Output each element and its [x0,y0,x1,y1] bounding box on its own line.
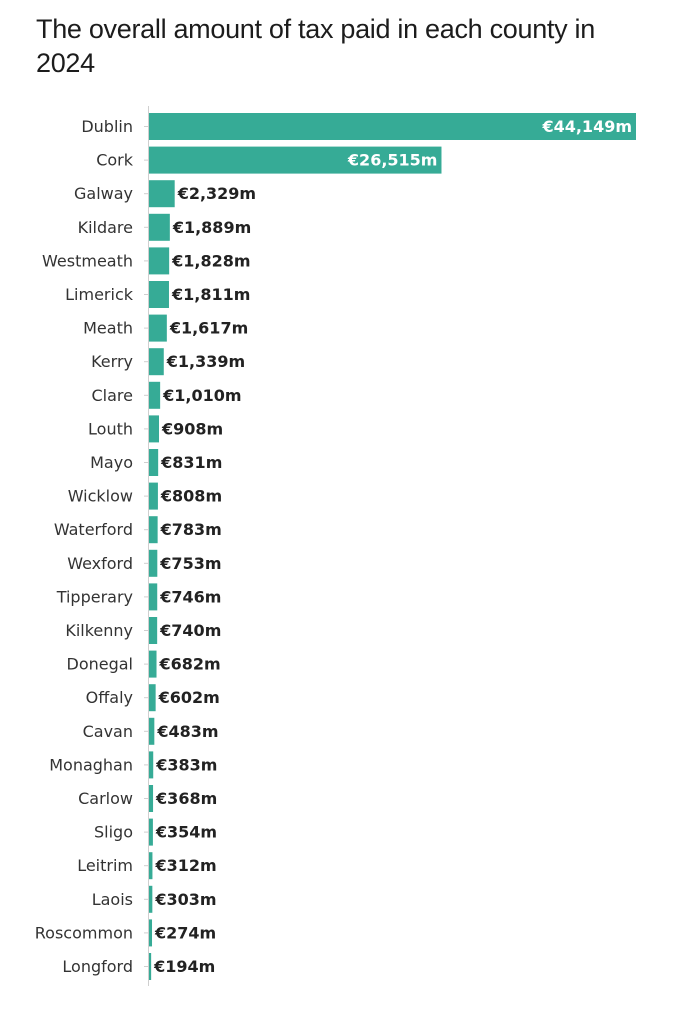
value-label: €1,889m [172,218,251,237]
category-label: Meath [83,319,133,338]
value-label: €26,515m [347,151,438,170]
bar [149,247,170,275]
bar [149,113,636,140]
bar [149,684,156,712]
category-label: Galway [74,184,133,203]
value-label: €1,339m [166,352,245,371]
category-label: Laois [92,890,133,909]
bar [149,785,154,812]
category-label: Cork [96,151,134,170]
category-label: Sligo [94,823,133,842]
value-label: €831m [160,453,222,472]
category-label: Wexford [67,554,133,573]
value-label: €2,329m [177,184,256,203]
category-label: Dublin [81,117,133,136]
value-label: €1,811m [171,285,250,304]
bar [149,180,175,208]
value-label: €1,010m [162,386,241,405]
category-label: Cavan [83,722,133,741]
value-label: €783m [160,520,222,539]
category-label: Carlow [78,789,133,808]
value-label: €1,617m [169,319,248,338]
bar [149,549,158,577]
value-label: €483m [156,722,218,741]
bar [149,516,158,544]
category-label: Kildare [78,218,133,237]
category-label: Westmeath [42,251,133,270]
bar [149,449,159,476]
value-label: €368m [155,789,217,808]
value-label: €908m [161,419,223,438]
category-label: Longford [62,957,133,976]
bar [149,281,169,308]
category-label: Wicklow [68,487,133,506]
category-label: Tipperary [56,587,133,606]
category-label: Offaly [86,688,133,707]
value-label: €602m [158,688,220,707]
bar [149,213,170,241]
bar [149,751,154,779]
value-label: €808m [160,487,222,506]
category-label: Waterford [54,520,133,539]
value-label: €682m [159,655,221,674]
bar [149,617,158,644]
category-label: Roscommon [35,923,133,942]
value-label: €753m [159,554,221,573]
bar [149,482,158,510]
value-label: €312m [154,856,216,875]
bar [149,348,164,376]
value-label: €274m [154,923,216,942]
category-label: Limerick [65,285,134,304]
category-label: Donegal [67,655,134,674]
category-label: Leitrim [77,856,133,875]
bar [149,314,167,342]
category-label: Louth [88,419,133,438]
bar [149,717,155,745]
value-label: €740m [159,621,221,640]
bar [149,415,160,443]
category-label: Monaghan [49,755,133,774]
value-label: €194m [153,957,215,976]
category-label: Kerry [91,352,133,371]
value-label: €746m [159,587,221,606]
bar [149,818,153,846]
bar [149,953,152,980]
value-label: €354m [155,823,217,842]
bar [149,146,442,174]
bar [149,852,153,880]
bar [149,885,153,913]
bar [149,583,158,611]
bar [149,381,161,409]
value-label: €44,149m [541,117,632,136]
category-label: Kilkenny [65,621,133,640]
category-label: Clare [92,386,134,405]
category-label: Mayo [90,453,133,472]
bar [149,919,153,947]
bars-group: Dublin €44,149m Cork €26,515m Galway €2,329m K… [35,113,636,980]
value-label: €1,828m [171,251,250,270]
bar [149,650,157,678]
value-label: €383m [155,755,217,774]
chart-title: The overall amount of tax paid in each c… [36,14,595,78]
value-label: €303m [154,890,216,909]
